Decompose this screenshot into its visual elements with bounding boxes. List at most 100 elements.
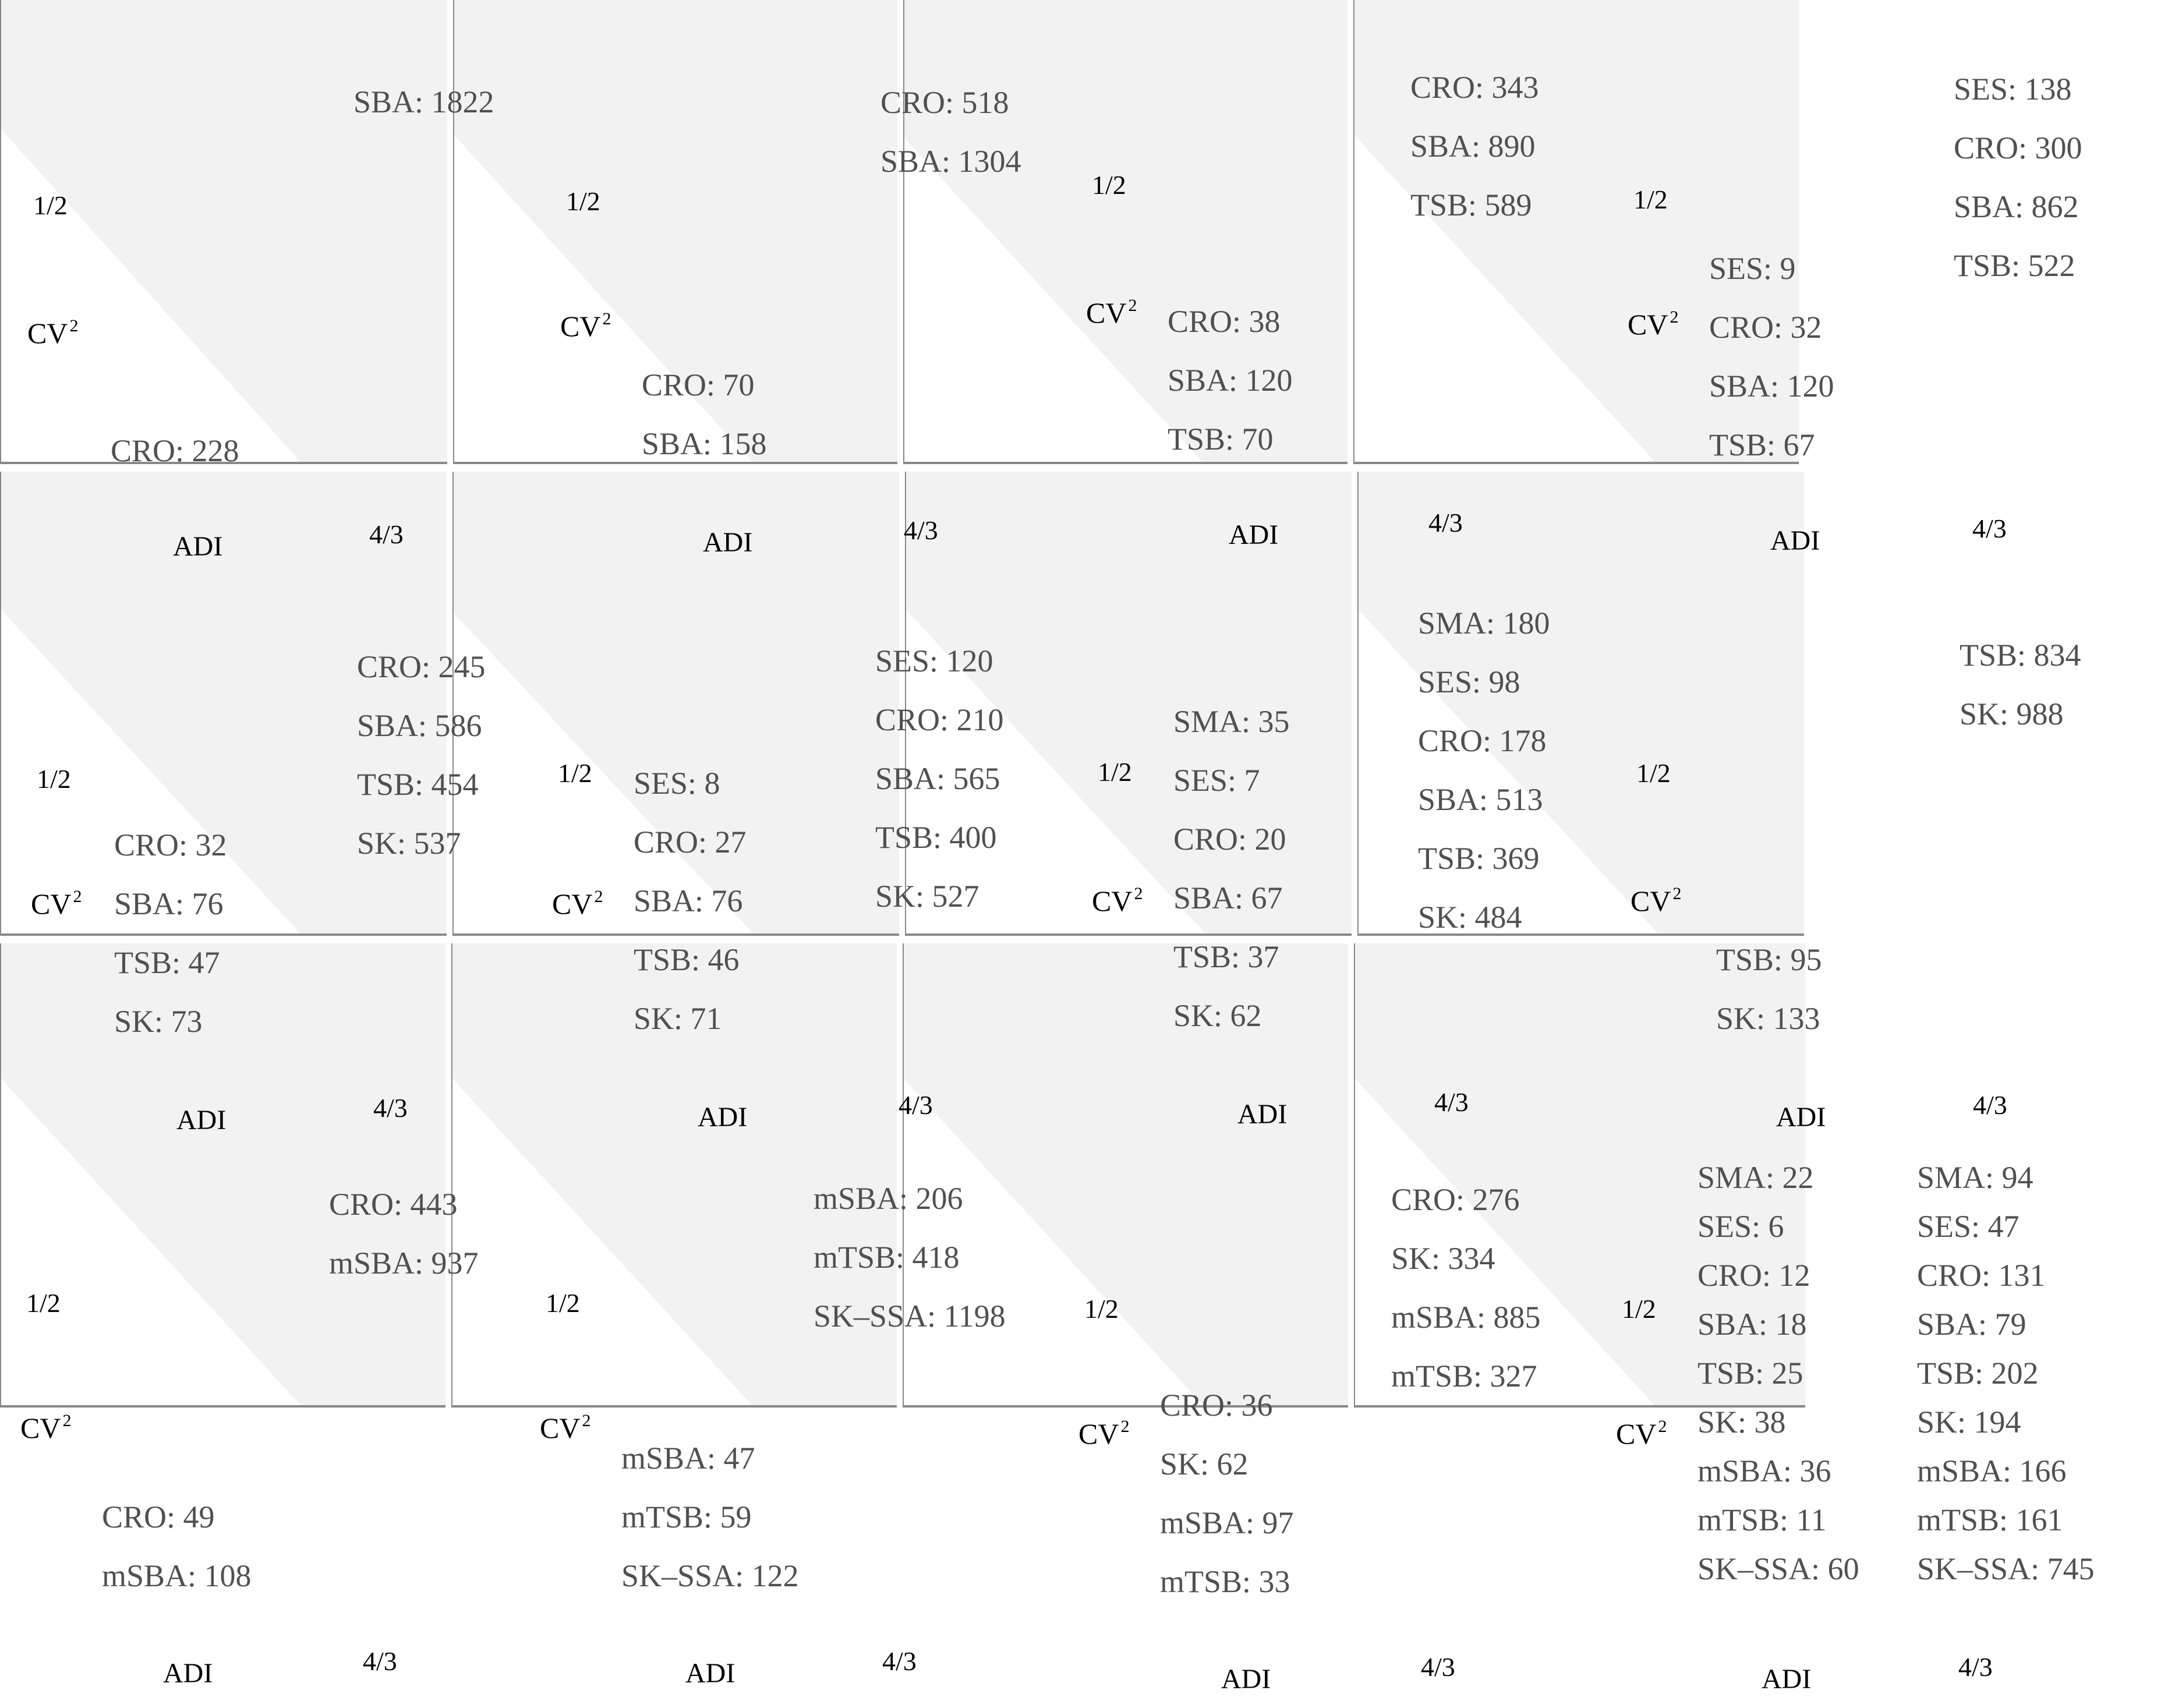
x-tick-label: 4/3 <box>1972 514 2007 543</box>
upper-region-entry: CRO: 178 <box>1418 723 1547 758</box>
x-axis-label: ADI <box>703 527 753 558</box>
lower-region-entry: SES: 6 <box>1697 1209 1784 1244</box>
quadrant-plot-3 <box>902 0 1347 464</box>
lower-region-entry: TSB: 70 <box>1168 422 1274 457</box>
y-tick-label: 1/2 <box>26 1288 61 1318</box>
y-tick-label: 1/2 <box>1622 1294 1656 1324</box>
y-axis-label-text: CV <box>560 310 601 342</box>
upper-region-entry: SBA: 1822 <box>353 84 494 119</box>
y-tick-label: 1/2 <box>33 190 68 220</box>
y-axis-label-superscript: 2 <box>1134 884 1143 903</box>
x-axis-label: ADI <box>1237 1099 1288 1130</box>
y-axis-label-text: CV <box>1086 296 1127 329</box>
upper-region-entry: CRO: 443 <box>329 1187 458 1222</box>
lower-region-entry: SBA: 67 <box>1173 880 1283 915</box>
lower-region-entry: SK: 38 <box>1697 1405 1786 1440</box>
lower-region-entry: CRO: 27 <box>634 825 747 860</box>
y-axis-label-superscript: 2 <box>582 1411 591 1430</box>
upper-region-list: mSBA: 206 mTSB: 418 SK–SSA: 1198 <box>814 1169 1006 1346</box>
lower-region-list: TSB: 95 SK: 133 <box>1716 931 1822 1048</box>
upper-region-list: CRO: 245 SBA: 586 TSB: 454 SK: 537 <box>357 638 486 873</box>
x-tick-label: 4/3 <box>899 1090 933 1120</box>
y-tick-label: 1/2 <box>1633 185 1668 214</box>
x-tick-label: 4/3 <box>1973 1090 2007 1120</box>
y-axis-label-superscript: 2 <box>62 1411 72 1430</box>
lower-region-entry: mTSB: 33 <box>1160 1564 1290 1599</box>
quadrant-plot-12 <box>1353 943 1805 1408</box>
lower-region-entry: SES: 9 <box>1709 251 1796 286</box>
upper-region-list: SMA: 94 SES: 47 CRO: 131 SBA: 79 TSB: 202 SK:… <box>1917 1153 2095 1593</box>
x-tick-label: 4/3 <box>904 515 938 545</box>
upper-region-entry: SK: 527 <box>875 879 979 914</box>
upper-region-entry: TSB: 522 <box>1954 248 2075 283</box>
lower-region-entry: TSB: 95 <box>1716 942 1822 977</box>
y-tick-label: 1/2 <box>546 1288 580 1318</box>
shaded-region <box>452 472 899 935</box>
y-axis-label: CV 2 <box>1616 1417 1667 1449</box>
lower-region-entry: SK: 62 <box>1160 1447 1249 1481</box>
lower-region-list: SMA: 35 SES: 7 CRO: 20 SBA: 67 TSB: 37 SK: 62 <box>1173 692 1290 1045</box>
upper-region-list: SMA: 180 SES: 98 CRO: 178 SBA: 513 TSB: 369 S… <box>1418 594 1550 947</box>
lower-region-entry: CRO: 49 <box>102 1500 215 1534</box>
shaded-region <box>1357 472 1804 935</box>
y-tick-label: 1/2 <box>37 764 71 794</box>
upper-region-entry: CRO: 245 <box>357 649 486 684</box>
x-axis-label: ADI <box>685 1658 735 1689</box>
lower-region-entry: mTSB: 11 <box>1697 1502 1827 1537</box>
upper-region-entry: TSB: 400 <box>875 820 997 855</box>
y-axis-label-superscript: 2 <box>1120 1417 1130 1436</box>
upper-region-entry: SBA: 586 <box>357 708 482 743</box>
lower-region-entry: TSB: 25 <box>1697 1356 1803 1391</box>
quadrant-plot-2 <box>452 0 897 464</box>
upper-region-entry: SES: 47 <box>1917 1209 2019 1244</box>
upper-region-entry: TSB: 369 <box>1418 841 1540 876</box>
lower-region-list: SMA: 22 SES: 6 CRO: 12 SBA: 18 TSB: 25 SK: 38… <box>1697 1153 1859 1593</box>
upper-region-list: TSB: 834 SK: 988 <box>1960 626 2081 744</box>
upper-region-entry: TSB: 454 <box>357 767 479 802</box>
upper-region-list: CRO: 343 SBA: 890 TSB: 589 <box>1410 58 1539 235</box>
upper-region-entry: mSBA: 166 <box>1917 1454 2067 1488</box>
lower-region-entry: SK: 62 <box>1173 998 1262 1033</box>
lower-region-entry: CRO: 32 <box>1709 310 1822 345</box>
upper-region-entry: SES: 120 <box>875 643 993 678</box>
y-axis-label-text: CV <box>31 887 72 920</box>
quadrant-plot-7 <box>904 472 1352 936</box>
upper-region-entry: SMA: 180 <box>1418 606 1550 641</box>
upper-region-entry: CRO: 343 <box>1410 70 1539 105</box>
upper-region-entry: mSBA: 206 <box>814 1181 963 1216</box>
y-tick-label: 1/2 <box>558 758 592 788</box>
lower-region-list: CRO: 32 SBA: 76 TSB: 47 SK: 73 <box>114 816 227 1051</box>
y-axis-label-superscript: 2 <box>1658 1417 1667 1436</box>
quadrant-plot-9 <box>0 943 445 1408</box>
y-axis-label-text: CV <box>552 887 593 920</box>
y-axis-label-text: CV <box>20 1412 61 1444</box>
upper-region-entry: mSBA: 885 <box>1391 1300 1541 1335</box>
upper-region-entry: CRO: 518 <box>880 85 1009 120</box>
upper-region-list: SES: 138 CRO: 300 SBA: 862 TSB: 522 <box>1954 60 2082 295</box>
y-tick-label: 1/2 <box>566 186 600 216</box>
x-axis-label: ADI <box>163 1658 213 1689</box>
y-axis-label-superscript: 2 <box>69 316 79 335</box>
lower-region-entry: SMA: 22 <box>1697 1160 1814 1195</box>
y-axis-label: CV 2 <box>1631 885 1681 916</box>
upper-region-entry: CRO: 300 <box>1954 130 2082 165</box>
y-axis-label: CV 2 <box>1086 296 1137 329</box>
lower-region-entry: SBA: 76 <box>114 886 224 921</box>
upper-region-entry: SBA: 862 <box>1954 189 2079 224</box>
y-axis-label: CV 2 <box>1092 884 1143 916</box>
upper-region-list: SBA: 1822 <box>353 73 494 132</box>
x-tick-label: 4/3 <box>369 519 404 549</box>
x-axis-label: ADI <box>1221 1664 1271 1695</box>
upper-region-entry: SK: 988 <box>1960 696 2064 731</box>
y-axis-label: CV 2 <box>552 887 603 920</box>
shaded-region <box>0 943 445 1406</box>
lower-region-entry: TSB: 37 <box>1173 939 1279 974</box>
x-axis-label: ADI <box>176 1105 227 1136</box>
lower-region-entry: CRO: 12 <box>1697 1258 1810 1293</box>
upper-region-entry: TSB: 834 <box>1960 638 2081 673</box>
y-axis-label: CV 2 <box>20 1411 72 1444</box>
lower-region-entry: CRO: 36 <box>1160 1388 1273 1423</box>
lower-region-entry: TSB: 47 <box>114 945 220 980</box>
upper-region-entry: CRO: 210 <box>875 702 1004 737</box>
y-axis-label: CV 2 <box>1078 1417 1130 1449</box>
